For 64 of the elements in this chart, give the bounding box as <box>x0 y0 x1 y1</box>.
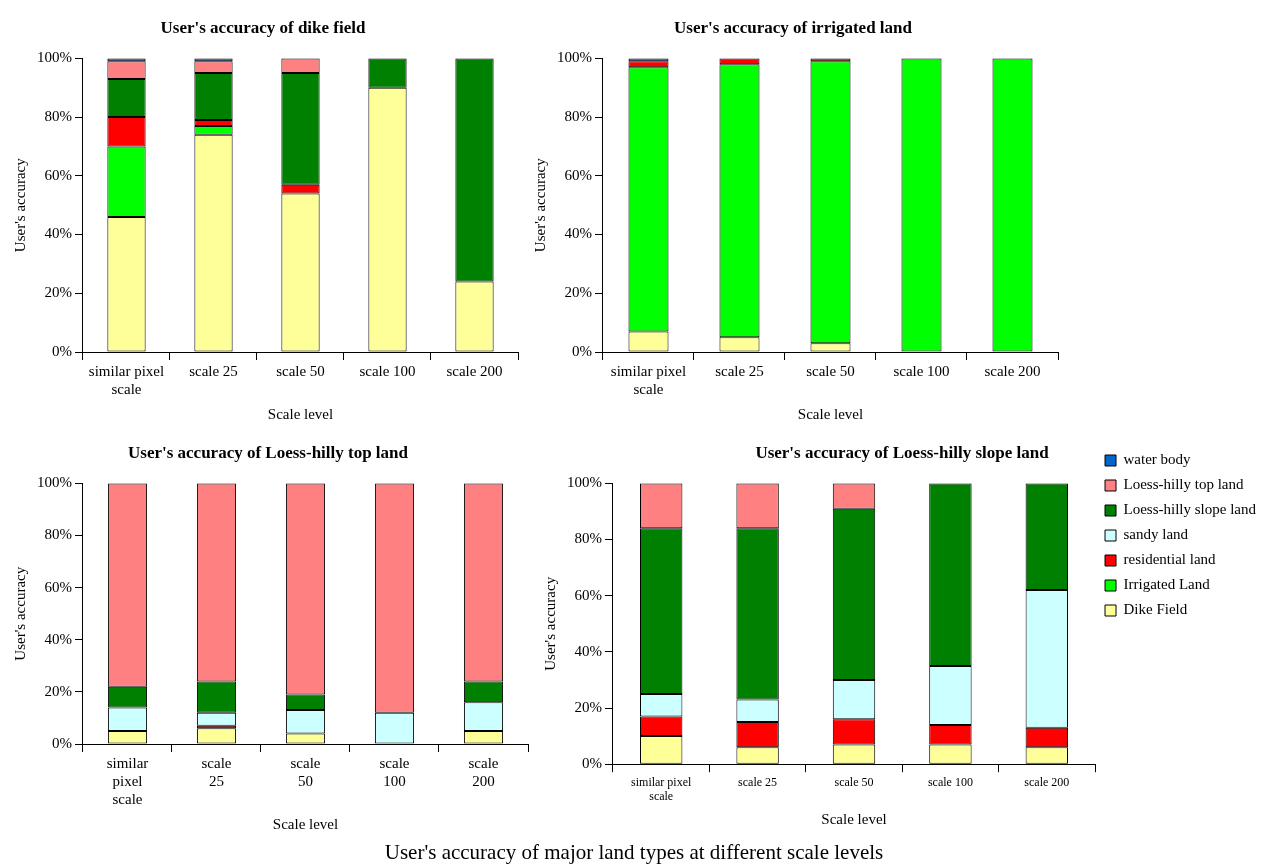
x-tick-label: scale 100 <box>359 362 416 379</box>
y-tick-label: 40% <box>44 630 72 647</box>
legend-label: water body <box>1123 451 1192 468</box>
y-tick-label: 80% <box>574 530 602 547</box>
x-tick-label: scale 25 <box>189 362 238 379</box>
y-tick-label: 80% <box>44 108 72 125</box>
x-tick-label: scale 200 <box>1024 774 1070 789</box>
x-tick-label: scale 200 <box>446 362 503 379</box>
y-tick-label: 40% <box>574 642 602 659</box>
y-tick-label: 0% <box>582 755 602 772</box>
y-axis-title: User's accuracy <box>531 157 548 253</box>
x-tick-label: scale 50 <box>276 362 325 379</box>
x-tick-label: similar pixel scale <box>631 774 693 803</box>
y-tick-label: 100% <box>557 49 592 66</box>
x-axis-title: Scale level <box>272 815 339 832</box>
x-axis-title: Scale level <box>821 810 887 827</box>
chart-title: User's accuracy of dike field <box>160 17 366 37</box>
y-tick-label: 60% <box>574 586 602 603</box>
y-tick-label: 100% <box>37 49 72 66</box>
y-tick-label: 0% <box>52 734 72 751</box>
chart-title: User's accuracy of Loess-hilly slope land <box>755 442 1050 462</box>
y-tick-label: 80% <box>564 108 592 125</box>
y-tick-label: 0% <box>572 342 592 359</box>
y-tick-label: 60% <box>44 166 72 183</box>
y-tick-label: 20% <box>564 284 592 301</box>
x-tick-label: scale 25 <box>201 754 232 789</box>
text: User's accuracy of major land types at different scale levels <box>384 840 884 864</box>
y-axis-title: User's accuracy <box>11 157 28 253</box>
y-tick-label: 40% <box>564 225 592 242</box>
legend-label: Loess-hilly top land <box>1123 476 1244 493</box>
legend-label: Loess-hilly slope land <box>1123 501 1257 518</box>
x-tick-label: scale 50 <box>290 754 321 789</box>
y-tick-label: 100% <box>37 474 72 491</box>
y-tick-label: 60% <box>44 578 72 595</box>
legend-label: Irrigated Land <box>1123 576 1211 593</box>
y-tick-label: 0% <box>52 342 72 359</box>
y-tick-label: 20% <box>44 682 72 699</box>
chart-title: User's accuracy of irrigated land <box>674 17 913 37</box>
x-tick-label: scale 100 <box>927 774 973 789</box>
x-tick-label: similar pixel scale <box>106 754 149 807</box>
y-tick-label: 80% <box>44 526 72 543</box>
y-tick-label: 60% <box>564 166 592 183</box>
x-tick-label: similar pixel scale <box>88 362 165 397</box>
x-tick-label: scale 100 <box>379 754 410 789</box>
x-tick-label: scale 200 <box>984 362 1041 379</box>
x-tick-label: scale 25 <box>738 774 778 789</box>
y-tick-label: 20% <box>44 284 72 301</box>
x-tick-label: scale 50 <box>834 774 874 789</box>
y-axis-title: User's accuracy <box>11 566 28 661</box>
y-tick-label: 100% <box>567 474 602 491</box>
x-tick-label: scale 25 <box>715 362 764 379</box>
legend-label: sandy land <box>1123 526 1189 543</box>
legend-label: Dike Field <box>1123 601 1188 618</box>
x-tick-label: scale 100 <box>893 362 950 379</box>
y-tick-label: 40% <box>44 225 72 242</box>
x-axis-title: Scale level <box>797 405 864 422</box>
x-tick-label: scale 50 <box>806 362 855 379</box>
chart-title: User's accuracy of Loess-hilly top land <box>127 442 409 462</box>
x-tick-label: scale 200 <box>468 754 499 789</box>
y-axis-title: User's accuracy <box>541 576 558 671</box>
legend-label: residential land <box>1123 551 1217 568</box>
y-tick-label: 20% <box>574 698 602 715</box>
x-tick-label: similar pixel scale <box>610 362 687 397</box>
x-axis-title: Scale level <box>267 405 334 422</box>
